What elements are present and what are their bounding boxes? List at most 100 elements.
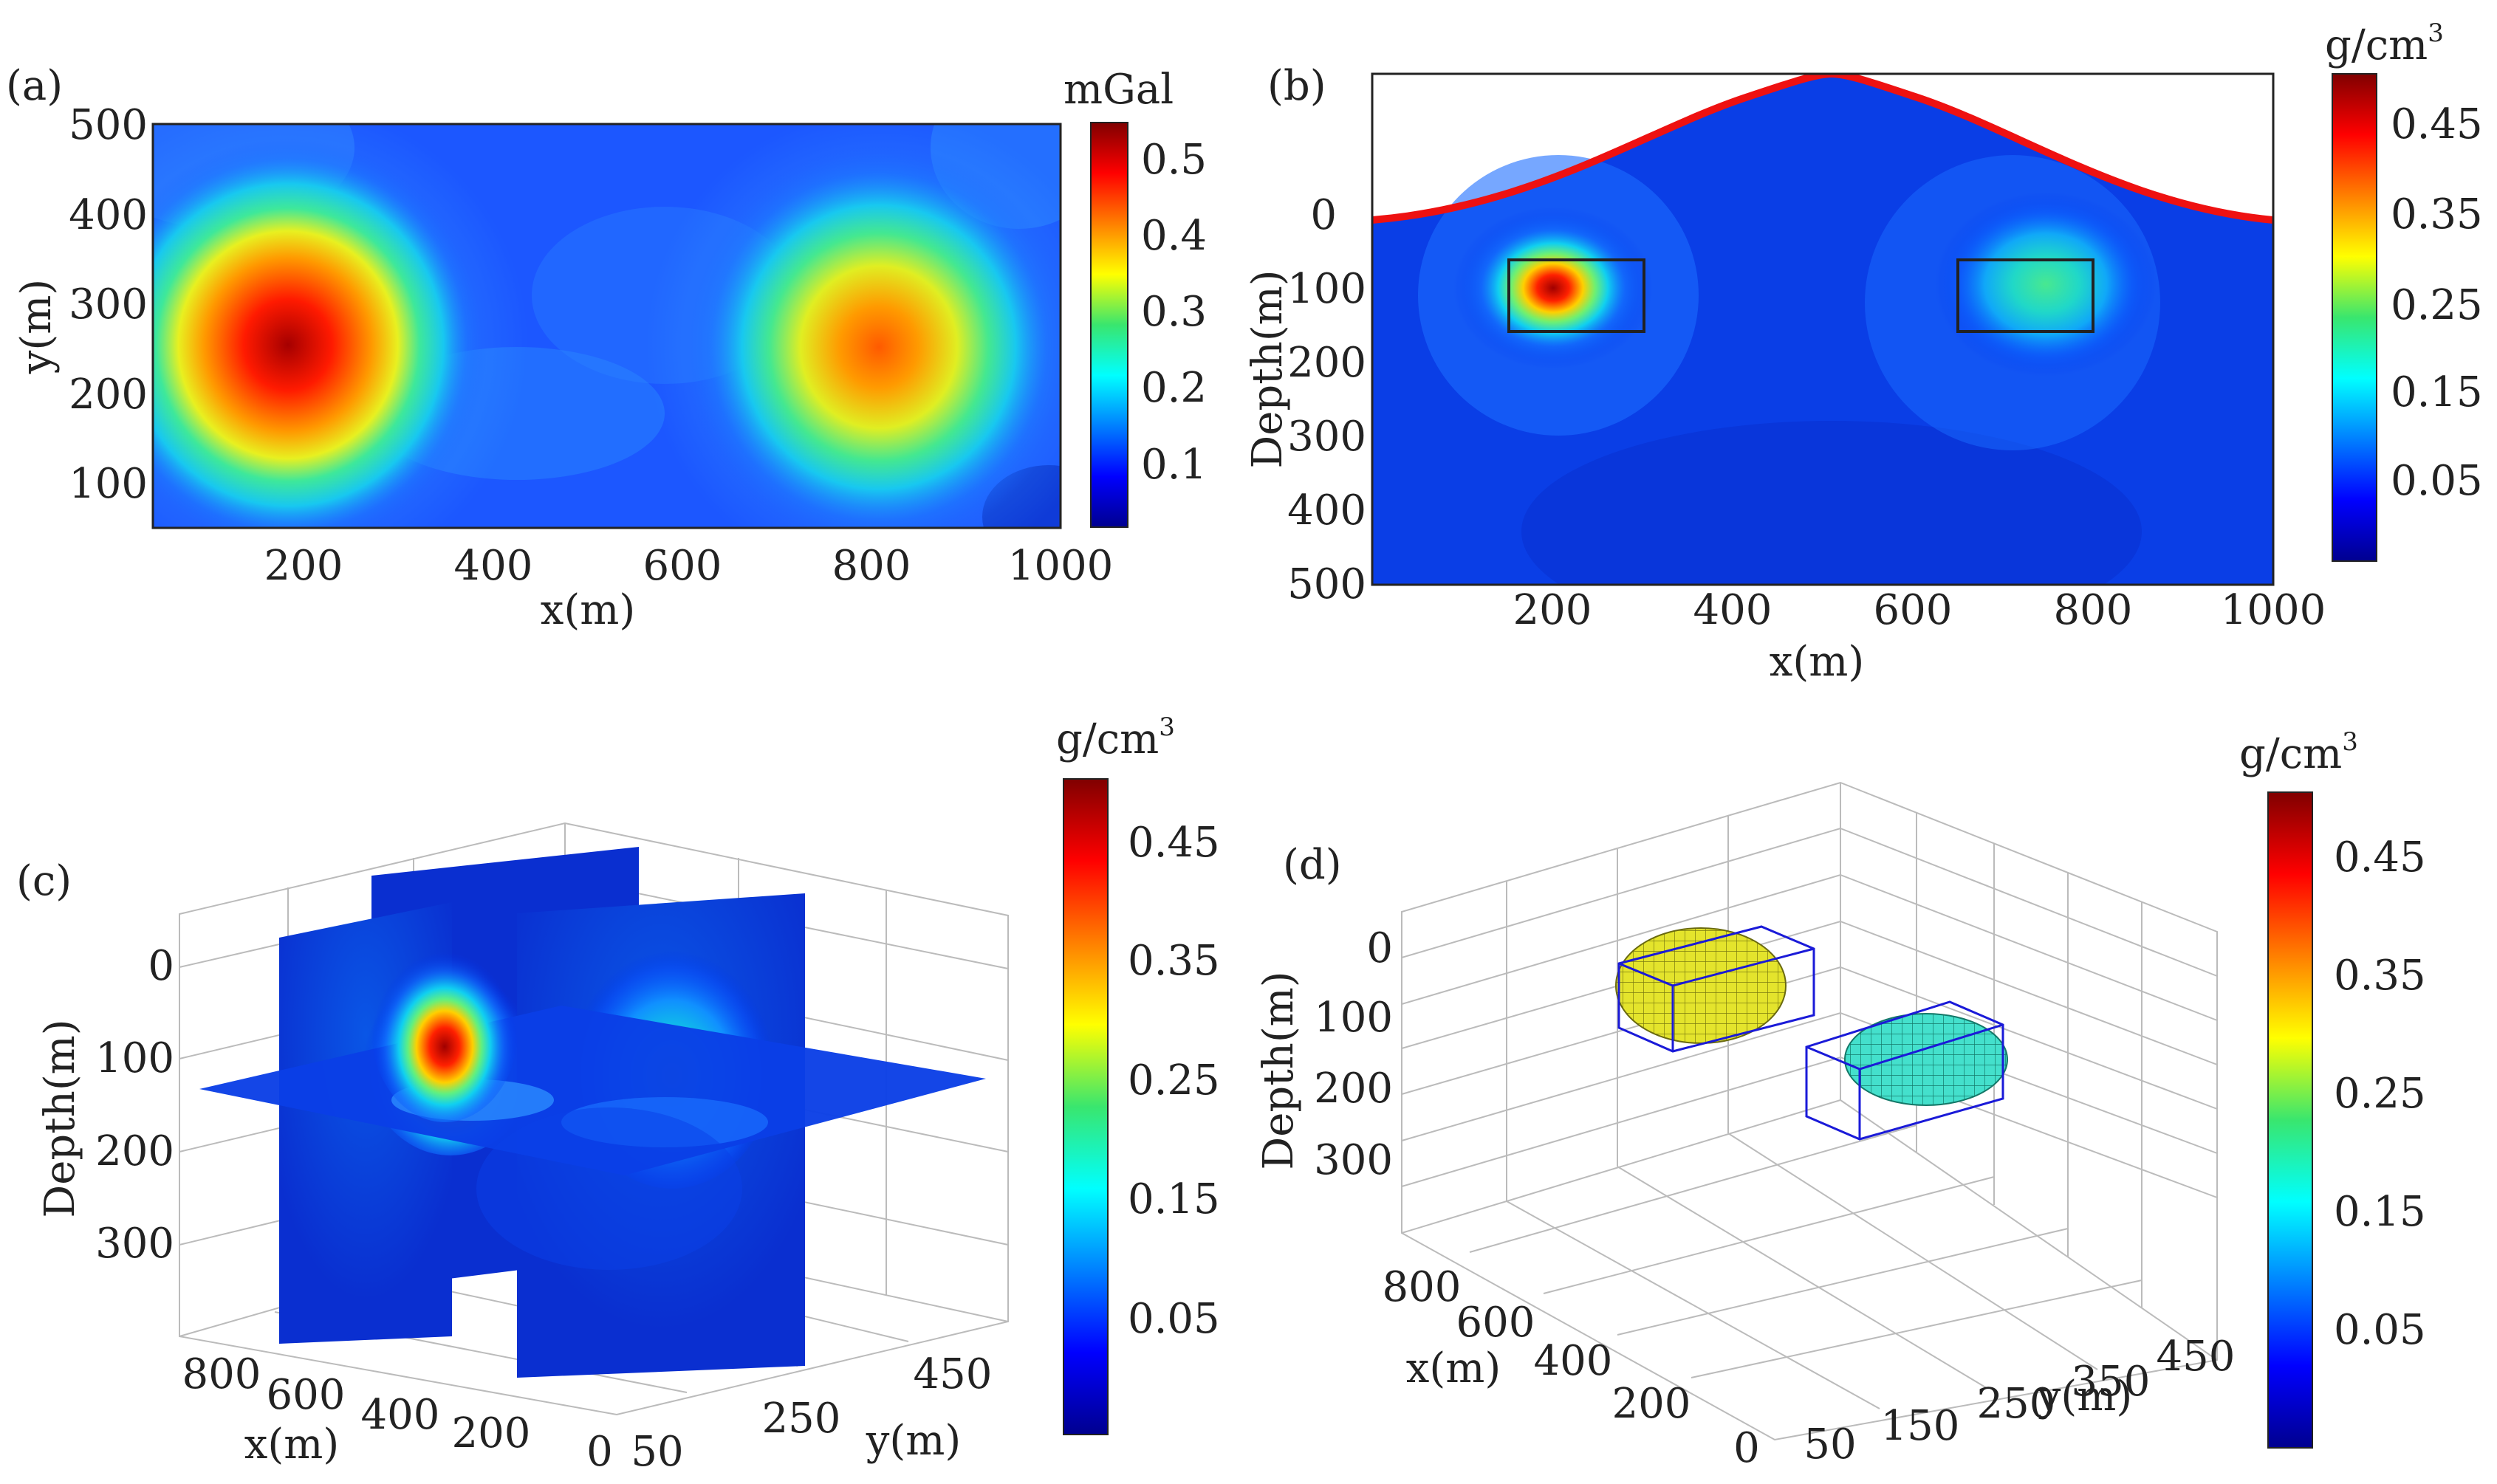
y-tick: 200 (1287, 339, 1366, 387)
z-tick: 50 (631, 1428, 683, 1476)
z-tick: 450 (914, 1350, 993, 1398)
true-body-box-yellow (1617, 925, 1815, 1053)
y-tick: 200 (69, 371, 148, 419)
x-tick: 800 (832, 542, 911, 590)
x-tick: 600 (643, 542, 722, 590)
panel-b-xticks: 200 400 600 800 1000 (1513, 586, 2326, 634)
z-tick: 150 (1881, 1402, 1960, 1450)
colorbar-tick: 0.15 (2334, 1188, 2426, 1236)
anomaly-peak-east (683, 144, 1061, 528)
colorbar-tick: 0.25 (1128, 1057, 1220, 1105)
z-tick: 350 (2072, 1358, 2151, 1406)
x-tick: 800 (2054, 586, 2133, 634)
y-tick: 300 (95, 1220, 174, 1268)
colorbar-tick: 0.3 (1141, 288, 1207, 336)
x-tick: 600 (267, 1371, 346, 1419)
colorbar-tick: 0.25 (2391, 281, 2483, 329)
panel-d-label: (d) (1283, 841, 1342, 889)
x-tick: 800 (1383, 1263, 1462, 1311)
panel-c-ylabel: Depth(m) (36, 1019, 84, 1217)
panel-a-colorbar: mGal 0.5 0.4 0.3 0.2 0.1 (1063, 66, 1207, 528)
panel-b-xlabel: x(m) (1770, 638, 1864, 686)
colorbar-tick: 0.15 (2391, 368, 2483, 416)
y-tick: 500 (69, 101, 148, 149)
panel-d-colorbar: g/cm3 0.45 0.35 0.25 0.15 0.05 (2239, 727, 2426, 1449)
true-body-outline-east (1956, 258, 2094, 333)
panel-d-zlabel: y(m) (2037, 1373, 2132, 1421)
recovered-body-east (1935, 192, 2157, 377)
z-tick: 450 (2157, 1333, 2236, 1381)
y-tick: 0 (1366, 924, 1393, 972)
y-tick: 100 (69, 460, 148, 508)
x-tick: 0 (1733, 1424, 1760, 1472)
x-tick: 400 (361, 1391, 440, 1439)
x-tick: 1000 (1008, 542, 1114, 590)
svg-text:g/cm3: g/cm3 (2239, 727, 2358, 778)
z-tick: 250 (1977, 1380, 2056, 1428)
panel-a-ylabel: y(m) (13, 279, 61, 374)
colorbar-tick: 0.45 (2334, 834, 2426, 882)
panel-b-colorbar: g/cm3 0.45 0.35 0.25 0.15 0.05 (2325, 18, 2483, 562)
panel-b-plot-area (1372, 74, 2273, 585)
colorbar-tick: 0.15 (1128, 1175, 1220, 1223)
panel-c-label: (c) (16, 857, 72, 905)
colorbar-tick: 0.35 (2334, 952, 2426, 1000)
colorbar-tick: 0.05 (2391, 457, 2483, 505)
colorbar-tick: 0.45 (1128, 819, 1220, 867)
colorbar-tick: 0.1 (1141, 441, 1207, 489)
true-body-outline-west (1507, 258, 1645, 333)
panel-d-xticks: 800 600 400 200 0 (1383, 1263, 1760, 1472)
y-tick: 300 (1287, 413, 1366, 461)
panel-c-3d-slices: (c) 0 100 200 300 800 600 400 20 (16, 712, 1220, 1476)
colorbar-unit: g/cm (1056, 715, 1159, 763)
x-tick: 200 (1612, 1380, 1691, 1428)
panel-a-anomaly-map: (a) 200 400 600 800 1000 100 200 300 400 (6, 62, 1207, 634)
colorbar-tick: 0.25 (2334, 1070, 2426, 1118)
x-tick: 400 (1534, 1337, 1613, 1385)
panel-d-3d-isosurface: (d) 0 100 200 300 800 600 400 200 0 50 1… (1255, 727, 2426, 1472)
panel-c-zlabel: y(m) (866, 1417, 961, 1465)
panel-a-label: (a) (6, 62, 63, 110)
x-tick: 600 (1874, 586, 1953, 634)
panel-d-box (1401, 781, 2218, 1441)
x-tick: 600 (1456, 1299, 1535, 1347)
colorbar-tick: 0.35 (2391, 190, 2483, 238)
z-tick: 50 (1804, 1421, 1856, 1468)
panel-b-depth-section: (b) 200 400 600 800 1000 0 100 200 300 4 (1244, 18, 2483, 686)
colorbar-unit: g/cm (2239, 730, 2342, 778)
panel-c-colorbar: g/cm3 0.45 0.35 0.25 0.15 0.05 (1056, 712, 1220, 1435)
panel-d-yticks: 0 100 200 300 (1314, 924, 1393, 1184)
panel-c-zticks: 50 250 450 (631, 1350, 992, 1476)
y-tick: 0 (1310, 191, 1337, 239)
colorbar-tick: 0.4 (1141, 212, 1207, 260)
isosurface-body-yellow (1615, 927, 1787, 1044)
colorbar-unit: mGal (1063, 66, 1174, 114)
panel-d-zticks: 50 150 250 350 450 (1804, 1333, 2235, 1468)
y-tick: 300 (69, 281, 148, 329)
y-tick: 300 (1314, 1136, 1393, 1184)
y-tick: 200 (95, 1127, 174, 1175)
panel-a-xticks: 200 400 600 800 1000 (264, 542, 1114, 590)
colorbar-tick: 0.5 (1141, 136, 1207, 184)
y-tick: 100 (1314, 994, 1393, 1042)
panel-c-yticks: 0 100 200 300 (95, 942, 174, 1268)
panel-b-yticks: 0 100 200 300 400 500 (1287, 191, 1366, 608)
y-tick: 200 (1314, 1065, 1393, 1113)
panel-c-xlabel: x(m) (244, 1421, 339, 1468)
colorbar-tick: 0.2 (1141, 364, 1207, 412)
colorbar-tick: 0.45 (2391, 100, 2483, 148)
colorbar-tick: 0.35 (1128, 937, 1220, 985)
panel-d-xlabel: x(m) (1406, 1344, 1501, 1392)
y-tick: 100 (95, 1034, 174, 1082)
panel-b-ylabel: Depth(m) (1244, 269, 1292, 468)
x-tick: 200 (264, 542, 343, 590)
x-tick: 200 (1513, 586, 1592, 634)
colorbar-tick: 0.05 (1128, 1295, 1220, 1343)
y-tick: 500 (1287, 560, 1366, 608)
panel-d-ylabel: Depth(m) (1255, 971, 1303, 1169)
z-tick: 250 (762, 1395, 841, 1443)
y-tick: 400 (1287, 487, 1366, 535)
anomaly-peak-west (153, 138, 487, 528)
x-tick: 800 (182, 1350, 261, 1398)
